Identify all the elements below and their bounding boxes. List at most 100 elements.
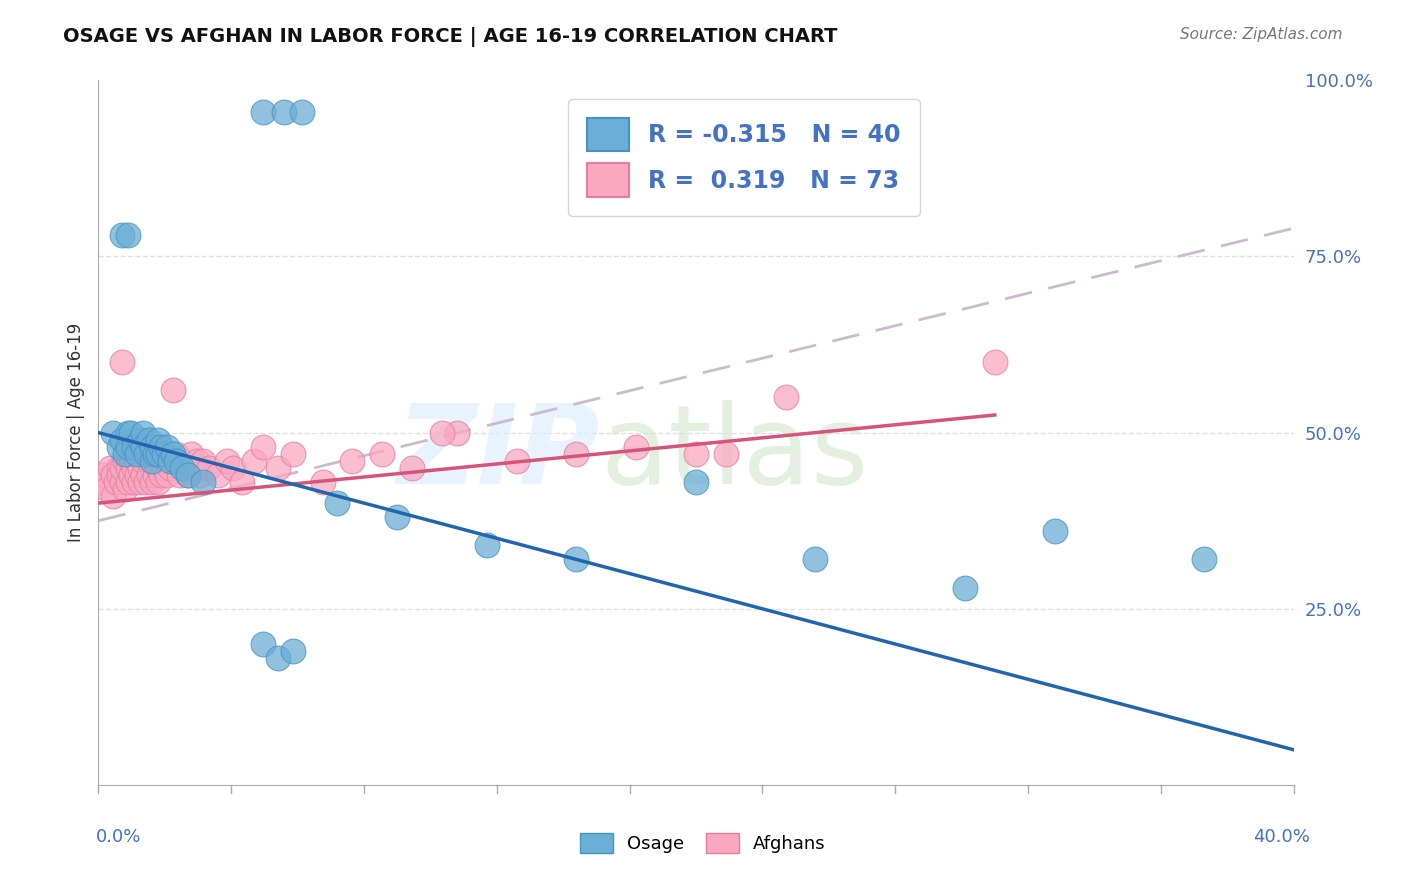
Point — [138, 433, 160, 447]
Point — [132, 425, 155, 440]
Point — [685, 475, 707, 489]
Point — [172, 454, 194, 468]
Point — [252, 440, 274, 454]
Point — [626, 440, 648, 454]
Point — [281, 644, 304, 658]
Point — [143, 467, 166, 482]
Point — [162, 384, 184, 398]
Point — [141, 454, 163, 468]
Point — [129, 460, 152, 475]
Point — [148, 447, 170, 461]
Point — [159, 454, 181, 468]
Point — [222, 460, 245, 475]
Point — [105, 475, 128, 489]
Point — [153, 460, 176, 475]
Point — [93, 467, 115, 482]
Point — [117, 228, 139, 243]
Point — [804, 552, 827, 566]
Point — [215, 454, 238, 468]
Point — [714, 447, 737, 461]
Point — [1043, 524, 1066, 539]
Point — [90, 475, 112, 489]
Y-axis label: In Labor Force | Age 16-19: In Labor Force | Age 16-19 — [66, 323, 84, 542]
Point — [243, 454, 266, 468]
Text: ZIP: ZIP — [396, 401, 600, 508]
Point — [117, 475, 139, 489]
Point — [120, 467, 142, 482]
Point — [207, 467, 229, 482]
Point — [252, 637, 274, 651]
Point — [117, 425, 139, 440]
Point — [430, 425, 453, 440]
Point — [267, 651, 290, 665]
Point — [401, 460, 423, 475]
Text: atlas: atlas — [600, 401, 869, 508]
Point — [103, 467, 125, 482]
Point — [326, 496, 349, 510]
Point — [177, 467, 200, 482]
Point — [138, 467, 160, 482]
Point — [165, 454, 187, 468]
Point — [129, 475, 152, 489]
Point — [342, 454, 364, 468]
Point — [124, 475, 146, 489]
Point — [150, 467, 173, 482]
Point — [165, 447, 187, 461]
Point — [172, 460, 194, 475]
Point — [114, 447, 136, 461]
Point — [153, 447, 176, 461]
Point — [186, 454, 208, 468]
Point — [141, 440, 163, 454]
Point — [127, 454, 149, 468]
Point — [108, 460, 131, 475]
Point — [281, 447, 304, 461]
Point — [108, 440, 131, 454]
Point — [124, 440, 146, 454]
Point — [132, 467, 155, 482]
Point — [153, 447, 176, 461]
Point — [129, 433, 152, 447]
Point — [111, 475, 134, 489]
Point — [267, 460, 290, 475]
Point — [685, 447, 707, 461]
Point — [167, 467, 190, 482]
Point — [188, 467, 211, 482]
Point — [111, 228, 134, 243]
Point — [156, 440, 179, 454]
Point — [385, 510, 409, 524]
Legend: R = -0.315   N = 40, R =  0.319   N = 73: R = -0.315 N = 40, R = 0.319 N = 73 — [568, 99, 920, 216]
Point — [174, 460, 197, 475]
Point — [148, 433, 170, 447]
Point — [138, 454, 160, 468]
Point — [180, 447, 202, 461]
Point — [120, 454, 142, 468]
Point — [446, 425, 468, 440]
Point — [143, 454, 166, 468]
Point — [191, 454, 214, 468]
Point — [148, 475, 170, 489]
Point — [120, 425, 142, 440]
Point — [565, 447, 588, 461]
Point — [127, 447, 149, 461]
Point — [111, 433, 134, 447]
Point — [96, 482, 118, 496]
Point — [198, 460, 221, 475]
Point — [162, 454, 184, 468]
Point — [124, 460, 146, 475]
Point — [141, 475, 163, 489]
Point — [135, 447, 157, 461]
Text: 40.0%: 40.0% — [1254, 828, 1310, 846]
Point — [291, 105, 314, 120]
Point — [162, 447, 184, 461]
Point — [231, 475, 253, 489]
Point — [141, 447, 163, 461]
Point — [132, 440, 155, 454]
Point — [103, 489, 125, 503]
Point — [127, 467, 149, 482]
Point — [143, 447, 166, 461]
Point — [565, 552, 588, 566]
Point — [98, 460, 122, 475]
Point — [475, 538, 498, 552]
Point — [135, 475, 157, 489]
Point — [103, 425, 125, 440]
